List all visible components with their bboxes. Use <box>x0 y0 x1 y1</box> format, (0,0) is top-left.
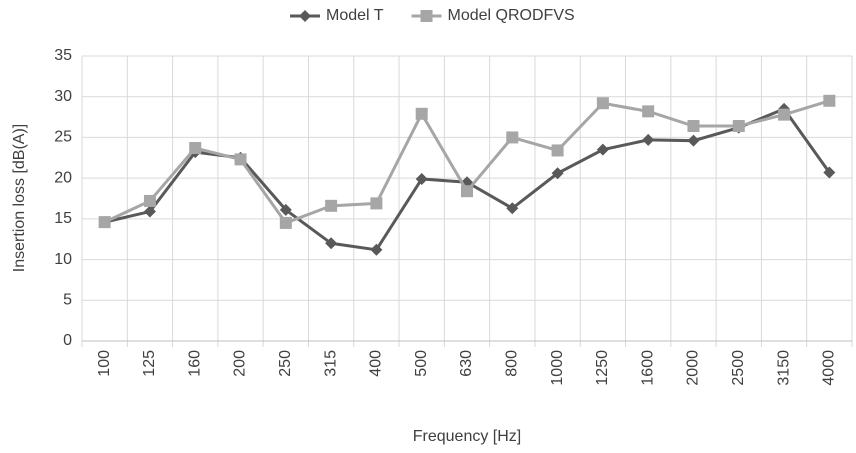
y-tick-label: 30 <box>54 88 72 105</box>
y-tick-label: 15 <box>54 210 72 227</box>
x-tick-label: 3150 <box>775 350 792 386</box>
marker <box>778 108 791 121</box>
marker <box>370 243 383 256</box>
marker <box>642 105 655 118</box>
marker <box>461 185 473 198</box>
x-tick-label: 160 <box>186 350 203 377</box>
marker <box>823 166 836 179</box>
marker <box>189 142 202 155</box>
marker <box>596 97 609 110</box>
x-tick-label: 500 <box>413 350 430 377</box>
marker <box>279 216 292 229</box>
marker <box>823 94 836 107</box>
x-tick-label: 315 <box>322 350 339 377</box>
y-axis-title: Insertion loss [dB(A)] <box>11 124 28 273</box>
x-tick-label: 125 <box>141 350 158 377</box>
marker <box>415 107 428 120</box>
marker <box>596 143 609 156</box>
marker <box>687 120 700 133</box>
x-tick-label: 1000 <box>549 350 566 386</box>
marker <box>420 10 433 22</box>
marker <box>299 10 311 22</box>
x-tick-label: 4000 <box>821 350 838 386</box>
marker <box>234 153 247 166</box>
x-tick-label: 2500 <box>730 350 747 386</box>
marker <box>506 202 519 215</box>
marker <box>415 172 428 185</box>
y-tick-label: 25 <box>54 129 72 146</box>
x-tick-label: 800 <box>504 350 521 377</box>
marker <box>143 205 156 218</box>
marker <box>506 131 519 144</box>
x-tick-label: 1600 <box>639 350 656 386</box>
series-line <box>104 99 830 225</box>
y-tick-label: 35 <box>54 47 72 64</box>
marker <box>370 197 383 210</box>
x-tick-label: 2000 <box>685 350 702 386</box>
marker <box>98 216 111 229</box>
marker <box>642 133 655 146</box>
x-tick-label: 200 <box>232 350 249 377</box>
x-tick-label: 630 <box>458 350 475 377</box>
marker <box>687 134 700 147</box>
legend-label: Model T <box>326 7 384 24</box>
x-tick-label: 1250 <box>594 350 611 386</box>
y-tick-label: 5 <box>63 292 72 309</box>
marker <box>279 203 292 216</box>
legend-label: Model QRODFVS <box>448 7 575 24</box>
y-tick-label: 10 <box>54 251 72 268</box>
x-tick-label: 100 <box>96 350 113 377</box>
marker <box>551 167 564 180</box>
x-tick-label: 400 <box>368 350 385 377</box>
y-tick-label: 20 <box>54 169 72 186</box>
marker <box>325 199 338 212</box>
y-tick-label: 0 <box>63 332 72 349</box>
marker <box>732 120 745 133</box>
x-axis-title: Frequency [Hz] <box>413 428 521 445</box>
marker <box>551 144 564 157</box>
x-tick-label: 250 <box>277 350 294 377</box>
marker <box>143 194 156 207</box>
marker <box>325 237 338 250</box>
